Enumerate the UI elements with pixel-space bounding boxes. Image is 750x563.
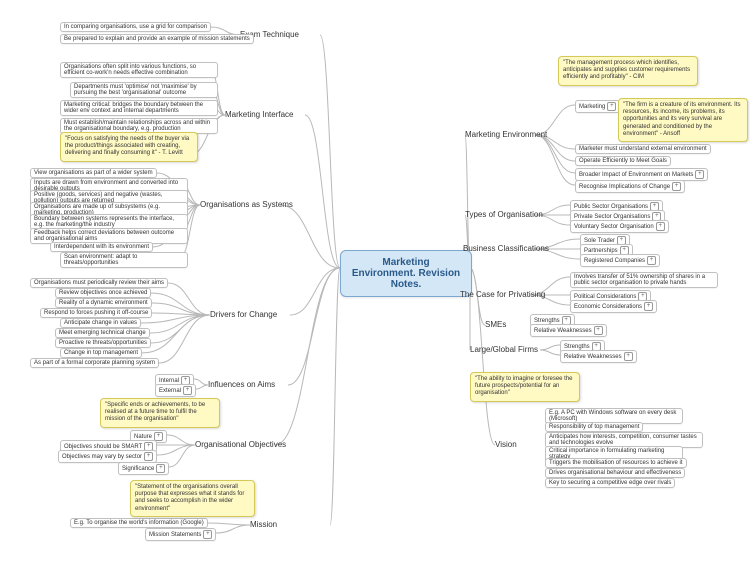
leaf-node: E.g. To organise the world's information… [70, 518, 208, 528]
expand-icon[interactable]: + [695, 170, 704, 179]
leaf-node: Meet emerging technical change [55, 328, 150, 338]
branch-label: Mission [250, 520, 277, 529]
leaf-node: Relative Weaknesses+ [560, 350, 637, 363]
branch-label: SMEs [485, 320, 506, 329]
sticky-note: "The firm is a creature of its environme… [618, 98, 748, 142]
expand-icon[interactable]: + [672, 182, 681, 191]
leaf-node: Respond to forces pushing it off-course [40, 308, 152, 318]
leaf-node: Key to securing a competitive edge over … [545, 478, 675, 488]
sticky-note: "The management process which identifies… [558, 56, 698, 86]
leaf-node: Operate Efficiently to Meet Goals [575, 156, 671, 166]
leaf-node: Departments must 'optimise' not 'maximis… [70, 82, 218, 98]
leaf-node: As part of a formal corporate planning s… [30, 358, 159, 368]
leaf-node: Be prepared to explain and provide an ex… [60, 34, 254, 44]
branch-label: Types of Organisation [465, 210, 543, 219]
leaf-node: Proactive re threats/opportunities [55, 338, 151, 348]
leaf-node: Responsibility of top management [545, 422, 643, 432]
leaf-node: External+ [155, 384, 196, 397]
center-node: Marketing Environment. Revision Notes. [340, 250, 472, 297]
expand-icon[interactable]: + [203, 530, 212, 539]
leaf-node: Change in top management [60, 348, 142, 358]
leaf-node: Reality of a dynamic environment [55, 298, 152, 308]
leaf-node: Anticipate change in values [60, 318, 141, 328]
leaf-node: Involves transfer of 51% ownership of sh… [570, 272, 718, 288]
expand-icon[interactable]: + [594, 326, 603, 335]
branch-label: Organisational Objectives [195, 440, 286, 449]
branch-label: The Case for Privatising [460, 290, 545, 299]
branch-label: Business Classifications [463, 244, 549, 253]
leaf-node: Marketing+ [575, 100, 620, 113]
sticky-note: "The ability to imagine or foresee the f… [470, 372, 580, 402]
leaf-node: Mission Statements+ [145, 528, 216, 541]
branch-label: Marketing Interface [225, 110, 293, 119]
leaf-node: Drives organisational behaviour and effe… [545, 468, 685, 478]
expand-icon[interactable]: + [183, 386, 192, 395]
expand-icon[interactable]: + [647, 256, 656, 265]
expand-icon[interactable]: + [144, 452, 153, 461]
leaf-node: Organisations often split into various f… [60, 62, 218, 78]
leaf-node: Voluntary Sector Organisation+ [570, 220, 669, 233]
leaf-node: Triggers the mobilisation of resources t… [545, 458, 687, 468]
expand-icon[interactable]: + [644, 302, 653, 311]
sticky-note: "Focus on satisfying the needs of the bu… [60, 132, 198, 162]
leaf-node: Review objectives once achieved [55, 288, 151, 298]
branch-label: Drivers for Change [210, 310, 277, 319]
sticky-note: "Statement of the organisations overall … [130, 480, 255, 517]
leaf-node: Marketer must understand external enviro… [575, 144, 711, 154]
expand-icon[interactable]: + [607, 102, 616, 111]
leaf-node: View organisations as part of a wider sy… [30, 168, 157, 178]
leaf-node: Registered Companies+ [580, 254, 660, 267]
leaf-node: Relative Weaknesses+ [530, 324, 607, 337]
leaf-node: In comparing organisations, use a grid f… [60, 22, 211, 32]
leaf-node: Organisations must periodically review t… [30, 278, 168, 288]
leaf-node: Significance+ [118, 462, 169, 475]
expand-icon[interactable]: + [656, 222, 665, 231]
leaf-node: Recognise Implications of Change+ [575, 180, 685, 193]
branch-label: Marketing Environment [465, 130, 547, 139]
branch-label: Large/Global Firms [470, 345, 538, 354]
leaf-node: Interdependent with its environment [50, 242, 153, 252]
expand-icon[interactable]: + [156, 464, 165, 473]
branch-label: Vision [495, 440, 517, 449]
leaf-node: Marketing critical: bridges the boundary… [60, 100, 218, 116]
sticky-note: "Specific ends or achievements, to be re… [100, 398, 220, 428]
expand-icon[interactable]: + [624, 352, 633, 361]
branch-label: Organisations as Systems [200, 200, 293, 209]
leaf-node: Scan environment: adapt to threats/oppor… [60, 252, 188, 268]
leaf-node: Economic Considerations+ [570, 300, 657, 313]
branch-label: Influences on Aims [208, 380, 275, 389]
